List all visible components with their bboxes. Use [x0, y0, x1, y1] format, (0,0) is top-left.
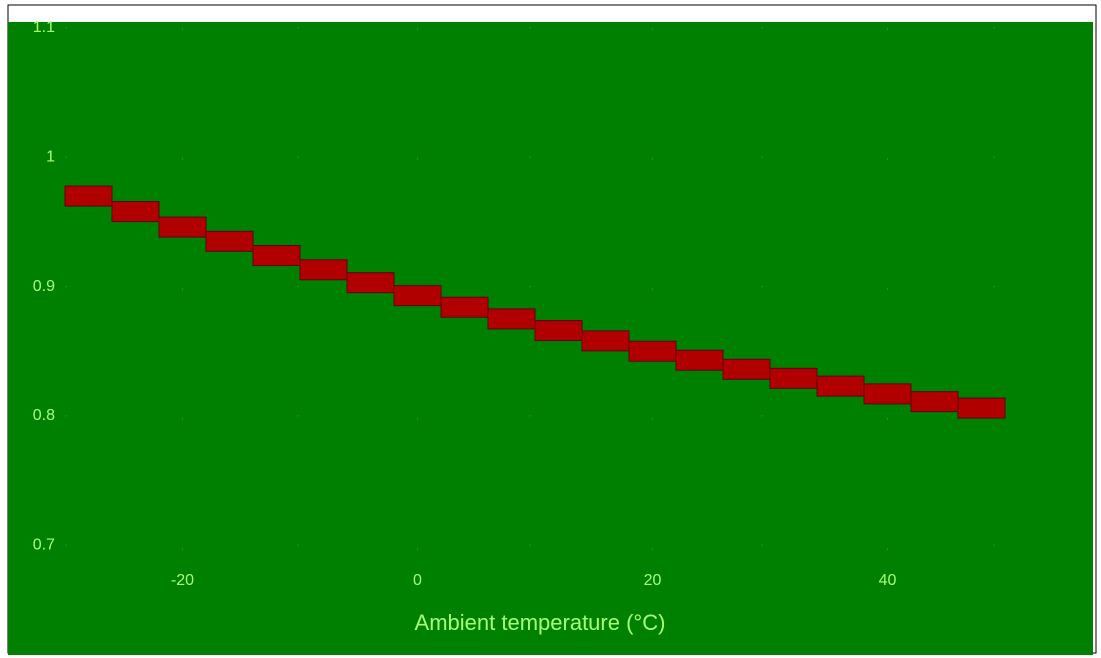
x-tick-label: 0 — [413, 572, 422, 589]
step-segment — [816, 375, 865, 397]
y-tick-label: 1 — [46, 149, 55, 166]
step-segment — [534, 320, 583, 342]
step-segment — [252, 245, 301, 267]
y-tick-label: 0.8 — [33, 407, 55, 424]
x-tick-label: 20 — [644, 572, 662, 589]
step-segment — [957, 397, 1006, 419]
y-tick-label: 0.9 — [33, 278, 55, 295]
step-segment — [769, 367, 818, 389]
step-segment — [111, 201, 160, 223]
step-segment — [722, 358, 771, 380]
step-segment — [205, 230, 254, 252]
x-axis-label: Ambient temperature (°C) — [415, 610, 666, 635]
step-segment — [863, 383, 912, 405]
y-tick-label: 1.1 — [33, 19, 55, 36]
x-tick-label: 40 — [879, 572, 897, 589]
step-segment — [346, 272, 395, 294]
step-segment — [487, 308, 536, 330]
step-segment — [910, 391, 959, 413]
step-segment — [299, 259, 348, 281]
x-tick-label: -20 — [171, 572, 194, 589]
step-segment — [675, 349, 724, 371]
step-segment — [393, 285, 442, 307]
step-segment — [158, 216, 207, 238]
step-segment — [628, 340, 677, 362]
step-segment — [581, 330, 630, 352]
y-tick-label: 0.7 — [33, 536, 55, 553]
step-segment — [440, 296, 489, 318]
step-segment — [64, 185, 113, 207]
